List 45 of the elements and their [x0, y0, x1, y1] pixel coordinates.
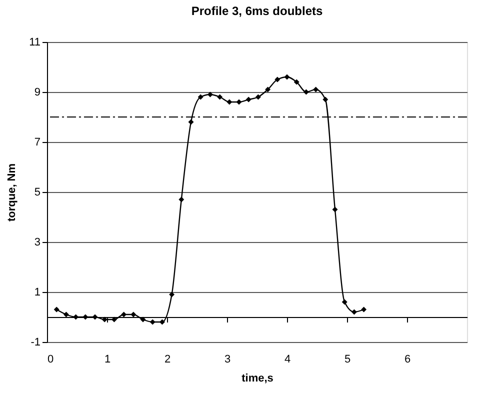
x-tick-label: 4	[284, 354, 291, 366]
point	[342, 299, 348, 305]
y-axis-title: torque, Nm	[6, 163, 18, 222]
point	[217, 94, 223, 100]
point	[322, 96, 328, 102]
point	[82, 314, 88, 320]
point	[198, 94, 204, 100]
point	[226, 99, 232, 105]
chart-title: Profile 3, 6ms doublets	[191, 4, 324, 18]
point	[54, 306, 60, 312]
y-tick-label: 7	[34, 136, 40, 148]
point	[303, 89, 309, 95]
point	[265, 86, 271, 92]
point	[178, 196, 184, 202]
point	[236, 99, 242, 105]
point	[284, 74, 290, 80]
y-tick-label: 9	[34, 86, 40, 98]
point	[140, 316, 146, 322]
point	[188, 119, 194, 125]
x-tick-label: 1	[104, 354, 111, 366]
x-tick-label: 5	[344, 354, 351, 366]
x-tick-label: 3	[224, 354, 231, 366]
point	[246, 96, 252, 102]
y-tick-label: -1	[30, 336, 40, 348]
y-tick-label: 5	[34, 186, 40, 198]
point	[351, 309, 357, 315]
y-tick-label: 1	[34, 286, 40, 298]
point	[332, 206, 338, 212]
point	[169, 292, 175, 298]
x-axis-title: time,s	[242, 372, 274, 384]
y-tick-label: 11	[29, 36, 40, 48]
point	[294, 79, 300, 85]
y-tick-label: 3	[34, 236, 40, 248]
x-tick-label: 6	[404, 354, 411, 366]
point	[313, 86, 319, 92]
x-tick-label: 2	[164, 354, 171, 366]
x-tick-label: 0	[48, 354, 54, 366]
point	[274, 76, 280, 82]
point	[130, 312, 136, 318]
point	[92, 314, 98, 320]
point	[102, 316, 108, 322]
point	[63, 312, 69, 318]
point	[361, 306, 367, 312]
point	[255, 94, 261, 100]
point	[150, 319, 156, 325]
